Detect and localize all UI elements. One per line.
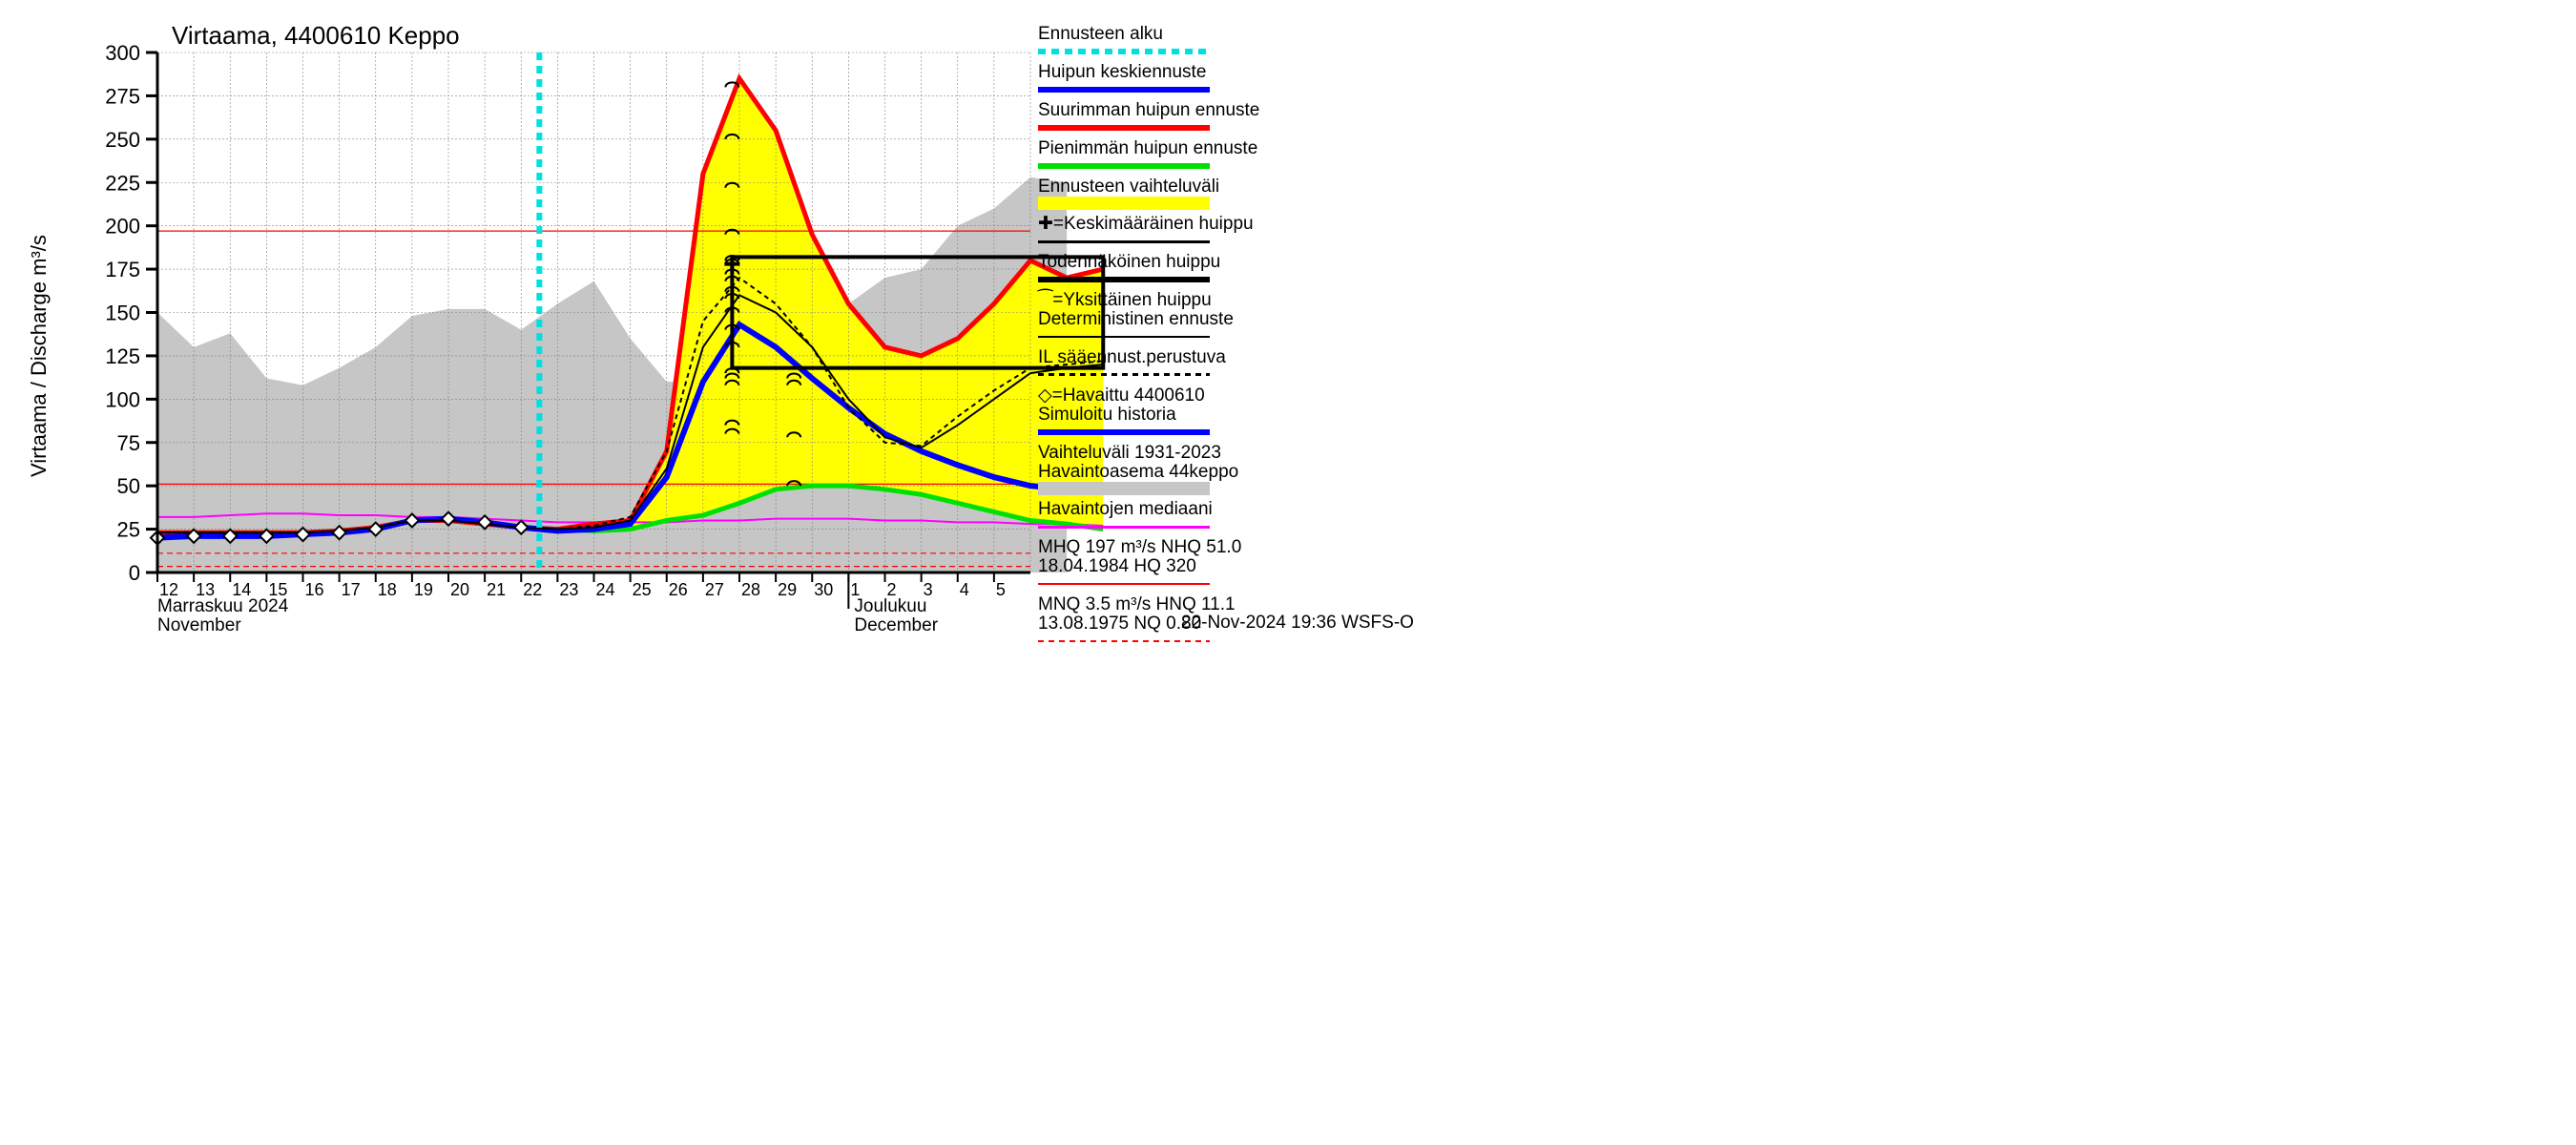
legend-swatch bbox=[1038, 194, 1259, 213]
legend-item: Havaintojen mediaani bbox=[1038, 500, 1259, 536]
legend-item: MHQ 197 m³/s NHQ 51.0 bbox=[1038, 538, 1259, 557]
svg-text:150: 150 bbox=[105, 302, 140, 325]
svg-text:25: 25 bbox=[117, 518, 140, 542]
svg-text:20: 20 bbox=[450, 580, 469, 599]
discharge-forecast-chart: 0255075100125150175200225250275300121314… bbox=[0, 0, 1431, 639]
legend-label: Suurimman huipun ennuste bbox=[1038, 101, 1259, 120]
svg-text:200: 200 bbox=[105, 215, 140, 239]
svg-text:29: 29 bbox=[778, 580, 797, 599]
legend-label: Todennäköinen huippu bbox=[1038, 253, 1259, 272]
svg-text:4: 4 bbox=[960, 580, 969, 599]
svg-text:25: 25 bbox=[633, 580, 652, 599]
legend-swatch bbox=[1038, 118, 1259, 137]
legend-label: Havaintoasema 44keppo bbox=[1038, 463, 1259, 482]
legend-swatch bbox=[1038, 517, 1259, 536]
legend-swatch bbox=[1038, 232, 1259, 251]
legend-swatch bbox=[1038, 423, 1259, 442]
month1-en: November bbox=[157, 615, 241, 636]
svg-text:0: 0 bbox=[129, 561, 140, 585]
svg-text:19: 19 bbox=[414, 580, 433, 599]
svg-text:100: 100 bbox=[105, 387, 140, 411]
legend-label: Huipun keskiennuste bbox=[1038, 63, 1259, 82]
svg-text:5: 5 bbox=[996, 580, 1006, 599]
svg-text:250: 250 bbox=[105, 128, 140, 152]
legend-swatch bbox=[1038, 365, 1259, 385]
legend-label: Ennusteen alku bbox=[1038, 25, 1259, 44]
legend-item: IL sääennust.perustuva bbox=[1038, 348, 1259, 385]
legend-label: IL sääennust.perustuva bbox=[1038, 348, 1259, 367]
legend-item: Ennusteen alku bbox=[1038, 25, 1259, 61]
legend-item: ◇=Havaittu 4400610 bbox=[1038, 386, 1259, 406]
legend-item: Todennäköinen huippu bbox=[1038, 253, 1259, 289]
svg-text:225: 225 bbox=[105, 171, 140, 195]
month1-fi: Marraskuu 2024 bbox=[157, 596, 288, 617]
y-axis-label: Virtaama / Discharge m³/s bbox=[27, 235, 52, 477]
legend-item: Deterministinen ennuste bbox=[1038, 310, 1259, 346]
legend-item: Pienimmän huipun ennuste bbox=[1038, 139, 1259, 176]
legend-item: ✚=Keskimääräinen huippu bbox=[1038, 215, 1259, 251]
legend-swatch bbox=[1038, 156, 1259, 176]
legend-label: MHQ 197 m³/s NHQ 51.0 bbox=[1038, 538, 1259, 557]
legend-label: Vaihteluväli 1931-2023 bbox=[1038, 444, 1259, 463]
timestamp-label: 22-Nov-2024 19:36 WSFS-O bbox=[1181, 613, 1414, 634]
legend-swatch bbox=[1038, 80, 1259, 99]
svg-text:175: 175 bbox=[105, 258, 140, 281]
legend-swatch bbox=[1038, 480, 1259, 499]
legend-item: Simuloitu historia bbox=[1038, 406, 1259, 442]
legend-item: Havaintoasema 44keppo bbox=[1038, 463, 1259, 499]
legend-item: ⁀=Yksittäinen huippu bbox=[1038, 291, 1259, 310]
svg-text:50: 50 bbox=[117, 474, 140, 498]
legend-label: Simuloitu historia bbox=[1038, 406, 1259, 425]
legend-item: Huipun keskiennuste bbox=[1038, 63, 1259, 99]
svg-text:24: 24 bbox=[596, 580, 615, 599]
chart-title: Virtaama, 4400610 Keppo bbox=[172, 21, 460, 51]
legend-label: Ennusteen vaihteluväli bbox=[1038, 177, 1259, 197]
legend-label: 18.04.1984 HQ 320 bbox=[1038, 557, 1259, 576]
svg-text:30: 30 bbox=[814, 580, 833, 599]
svg-text:28: 28 bbox=[741, 580, 760, 599]
legend-label: Havaintojen mediaani bbox=[1038, 500, 1259, 519]
legend-item: Ennusteen vaihteluväli bbox=[1038, 177, 1259, 214]
legend-label: ⁀=Yksittäinen huippu bbox=[1038, 291, 1259, 310]
legend-label: Pienimmän huipun ennuste bbox=[1038, 139, 1259, 158]
legend-label: ◇=Havaittu 4400610 bbox=[1038, 386, 1259, 406]
svg-text:16: 16 bbox=[305, 580, 324, 599]
legend-swatch bbox=[1038, 270, 1259, 289]
svg-text:18: 18 bbox=[378, 580, 397, 599]
legend-item: Vaihteluväli 1931-2023 bbox=[1038, 444, 1259, 463]
svg-text:27: 27 bbox=[705, 580, 724, 599]
svg-text:21: 21 bbox=[487, 580, 506, 599]
legend-item: Suurimman huipun ennuste bbox=[1038, 101, 1259, 137]
legend-swatch bbox=[1038, 327, 1259, 346]
svg-text:23: 23 bbox=[559, 580, 578, 599]
legend-swatch bbox=[1038, 574, 1259, 593]
month2-en: December bbox=[854, 615, 938, 636]
svg-text:125: 125 bbox=[105, 344, 140, 368]
legend-label: Deterministinen ennuste bbox=[1038, 310, 1259, 329]
svg-text:300: 300 bbox=[105, 41, 140, 65]
svg-text:75: 75 bbox=[117, 431, 140, 455]
legend-item: 18.04.1984 HQ 320 bbox=[1038, 557, 1259, 593]
svg-text:17: 17 bbox=[342, 580, 361, 599]
svg-text:22: 22 bbox=[523, 580, 542, 599]
month2-fi: Joulukuu bbox=[854, 596, 926, 617]
legend-swatch bbox=[1038, 42, 1259, 61]
legend-swatch bbox=[1038, 632, 1259, 651]
legend-label: ✚=Keskimääräinen huippu bbox=[1038, 215, 1259, 234]
svg-text:275: 275 bbox=[105, 84, 140, 108]
legend: Ennusteen alku Huipun keskiennuste Suurimm… bbox=[1038, 25, 1259, 653]
svg-text:26: 26 bbox=[669, 580, 688, 599]
